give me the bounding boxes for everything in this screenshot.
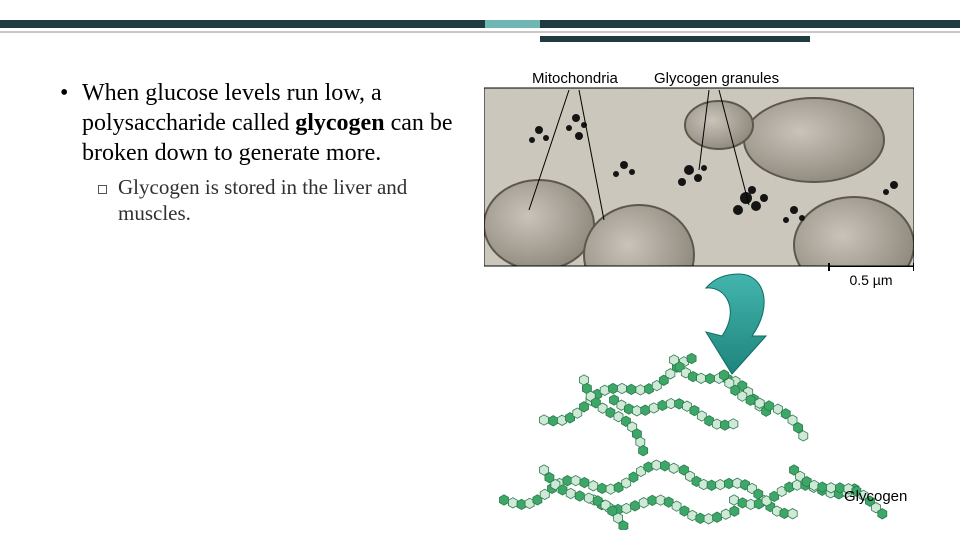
bullet-level1-text: When glucose levels run low, a polysacch… xyxy=(82,78,460,168)
bullet-level2-text: Glycogen is stored in the liver and musc… xyxy=(118,174,460,227)
bullet-level2: Glycogen is stored in the liver and musc… xyxy=(98,174,460,227)
bullet-square-icon xyxy=(98,174,118,227)
scale-bar-label: 0.5 µm xyxy=(849,272,892,288)
text-column: • When glucose levels run low, a polysac… xyxy=(60,78,460,227)
label-glycogen: Glycogen xyxy=(844,488,907,505)
divider-bar-short xyxy=(540,36,810,42)
bullet-l1-bold: glycogen xyxy=(295,110,384,136)
scale-bar: 0.5 µm xyxy=(828,266,914,288)
bullet-level1: • When glucose levels run low, a polysac… xyxy=(60,78,460,168)
scale-bar-tick xyxy=(828,266,914,273)
figure-column: Mitochondria Glycogen granules xyxy=(484,70,914,510)
bullet-dot-icon: • xyxy=(60,78,82,168)
electron-micrograph xyxy=(484,70,914,282)
divider-bar-teal xyxy=(485,20,540,28)
divider-bar-gray xyxy=(0,31,960,33)
divider-bar-dark xyxy=(0,20,960,28)
title-divider xyxy=(0,20,960,42)
